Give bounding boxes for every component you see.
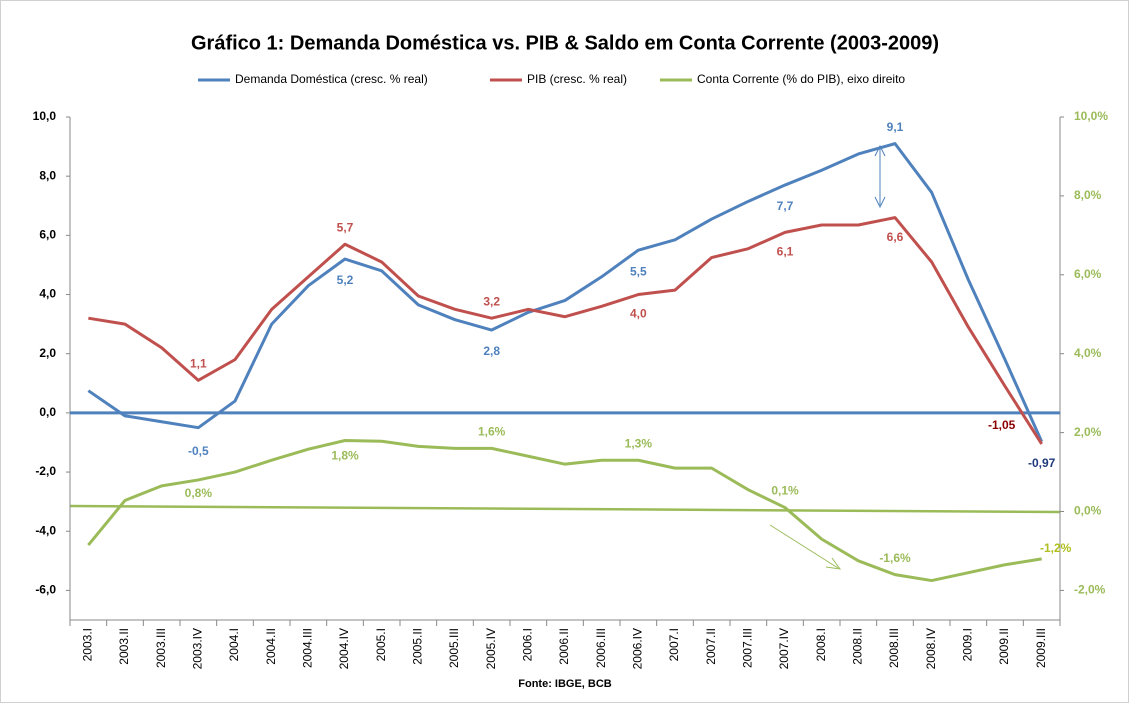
- x-tick-label: 2007.III: [741, 628, 755, 668]
- series-line: [87, 142, 1044, 443]
- data-label: 6,1: [777, 245, 794, 259]
- x-tick-label: 2009.I: [961, 628, 975, 661]
- trend-arrow: [769, 524, 839, 569]
- x-tick-label: 2006.I: [521, 628, 535, 661]
- series-line: [87, 438, 1042, 583]
- y2-tick-label: -2,0%: [1074, 583, 1106, 597]
- x-tick-label: 2006.III: [594, 628, 608, 668]
- x-tick-label: 2009.III: [1034, 628, 1048, 668]
- x-tick-label: 2007.IV: [777, 628, 791, 669]
- y-tick-label: 4,0: [39, 287, 56, 301]
- y-tick-label: 6,0: [39, 228, 56, 242]
- x-tick-label: 2005.IV: [484, 628, 498, 669]
- x-tick-label: 2003.II: [117, 628, 131, 665]
- y-tick-label: 10,0: [33, 109, 57, 123]
- y-tick-label: 2,0: [39, 346, 56, 360]
- x-tick-label: 2006.II: [557, 628, 571, 665]
- x-tick-label: 2005.I: [374, 628, 388, 661]
- y2-tick-label: 6,0%: [1074, 267, 1102, 281]
- data-label: 4,0: [630, 307, 647, 321]
- data-label: 1,6%: [478, 425, 506, 439]
- y-tick-label: 0,0: [39, 405, 56, 419]
- data-label: -1,2%: [1040, 541, 1072, 555]
- data-label: 6,6: [887, 230, 904, 244]
- data-label: 2,8: [483, 344, 500, 358]
- chart-title: Gráfico 1: Demanda Doméstica vs. PIB & S…: [191, 32, 939, 54]
- data-label: -1,6%: [879, 551, 911, 565]
- data-label: 1,1: [190, 357, 207, 371]
- trend-line: [69, 504, 1061, 514]
- data-label: 5,2: [337, 273, 354, 287]
- legend-label: Demanda Doméstica (cresc. % real): [235, 72, 428, 86]
- x-tick-label: 2005.III: [447, 628, 461, 668]
- y2-tick-label: 4,0%: [1074, 346, 1102, 360]
- x-tick-label: 2004.IV: [337, 628, 351, 669]
- x-tick-label: 2008.I: [814, 628, 828, 661]
- data-label: 5,5: [630, 264, 647, 278]
- data-label: 9,1: [887, 120, 904, 134]
- y-tick-label: -4,0: [35, 523, 56, 537]
- data-label: 1,8%: [331, 449, 359, 463]
- y2-tick-label: 10,0%: [1074, 109, 1108, 123]
- series-line: [88, 216, 1043, 445]
- x-tick-label: 2009.II: [997, 628, 1011, 665]
- source: Fonte: IBGE, BCB: [518, 678, 612, 690]
- data-label: 0,1%: [771, 484, 799, 498]
- data-label: -1,05: [988, 418, 1016, 432]
- x-tick-label: 2003.IV: [191, 628, 205, 669]
- x-tick-label: 2004.I: [227, 628, 241, 661]
- x-tick-label: 2007.II: [704, 628, 718, 665]
- y2-tick-label: 8,0%: [1074, 188, 1102, 202]
- y-tick-label: -6,0: [35, 583, 56, 597]
- x-tick-label: 2005.II: [411, 628, 425, 665]
- legend-label: PIB (cresc. % real): [527, 72, 627, 86]
- x-tick-label: 2004.III: [301, 628, 315, 668]
- data-label: 7,7: [777, 199, 794, 213]
- x-tick-label: 2004.II: [264, 628, 278, 665]
- x-tick-label: 2008.II: [851, 628, 865, 665]
- legend-label: Conta Corrente (% do PIB), eixo direito: [697, 72, 905, 86]
- y2-tick-label: 0,0%: [1074, 504, 1102, 518]
- data-label: 5,7: [337, 220, 354, 234]
- x-tick-label: 2006.IV: [631, 628, 645, 669]
- x-tick-label: 2003.I: [81, 628, 95, 661]
- y-tick-label: -2,0: [35, 464, 56, 478]
- data-label: 1,3%: [625, 436, 653, 450]
- y-tick-label: 8,0: [39, 168, 56, 182]
- trend-arrow-head: [825, 557, 842, 570]
- data-label: -0,5: [188, 444, 209, 458]
- x-tick-label: 2008.III: [887, 628, 901, 668]
- data-label: -0,97: [1028, 456, 1056, 470]
- x-tick-label: 2008.IV: [924, 628, 938, 669]
- gap-arrow-heads: [874, 144, 886, 209]
- data-label: 0,8%: [185, 486, 213, 500]
- y2-tick-label: 2,0%: [1074, 425, 1102, 439]
- data-label: 3,2: [483, 294, 500, 308]
- x-tick-label: 2003.III: [154, 628, 168, 668]
- x-tick-label: 2007.I: [667, 628, 681, 661]
